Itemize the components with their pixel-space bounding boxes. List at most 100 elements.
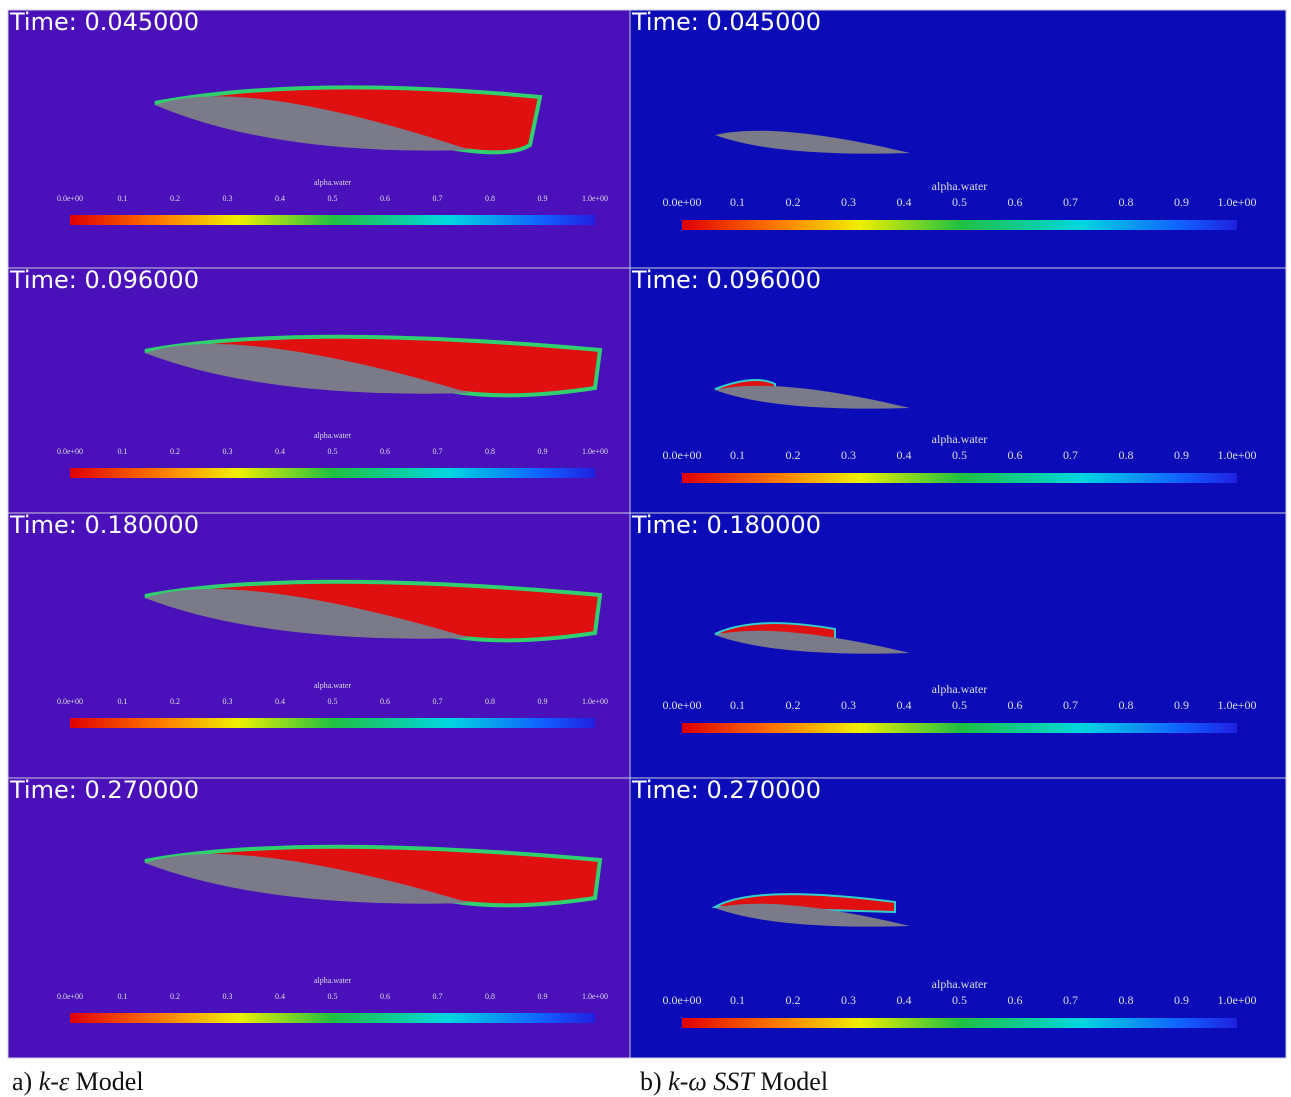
colorbar-title: alpha.water (932, 977, 988, 991)
colorbar-tick: 0.8 (1119, 448, 1134, 462)
colorbar-tick: 0.5 (952, 448, 967, 462)
colorbar-title: alpha.water (314, 178, 351, 187)
colorbar-tick: 0.6 (380, 194, 390, 203)
colorbar-tick: 1.0e+00 (582, 447, 608, 456)
colorbar (70, 718, 595, 728)
colorbar-tick: 0.0e+00 (662, 195, 701, 209)
colorbar-tick: 0.6 (1008, 993, 1023, 1007)
colorbar-tick: 0.2 (170, 194, 180, 203)
time-label: Time: 0.096000 (631, 266, 821, 294)
colorbar-tick: 0.3 (841, 195, 856, 209)
colorbar-tick: 0.5 (328, 992, 338, 1001)
figure: a) k-ε Model b) k-ω SST Model Time: 0.04… (0, 0, 1291, 1097)
caption-a: a) k-ε Model (12, 1067, 144, 1096)
colorbar-title: alpha.water (314, 976, 351, 985)
time-label: Time: 0.180000 (9, 511, 199, 539)
colorbar-tick: 0.9 (1174, 698, 1189, 712)
colorbar-tick: 0.7 (433, 697, 443, 706)
colorbar-tick: 0.4 (275, 447, 285, 456)
colorbar (70, 468, 595, 478)
colorbar-title: alpha.water (314, 431, 351, 440)
colorbar-tick: 0.1 (118, 447, 128, 456)
colorbar-tick: 0.2 (786, 698, 801, 712)
colorbar-tick: 0.5 (328, 697, 338, 706)
colorbar-tick: 0.9 (1174, 448, 1189, 462)
colorbar-tick: 0.2 (786, 993, 801, 1007)
time-label: Time: 0.045000 (631, 8, 821, 36)
colorbar-tick: 0.9 (1174, 993, 1189, 1007)
colorbar-tick: 0.5 (952, 195, 967, 209)
time-label: Time: 0.270000 (9, 776, 199, 804)
colorbar-tick: 0.6 (1008, 448, 1023, 462)
colorbar-tick: 0.7 (1063, 448, 1078, 462)
colorbar-tick: 0.6 (380, 992, 390, 1001)
colorbar-tick: 0.2 (170, 697, 180, 706)
caption-suffix: Model (76, 1067, 144, 1096)
colorbar-tick: 0.9 (538, 697, 548, 706)
colorbar-tick: 1.0e+00 (1217, 993, 1256, 1007)
time-label: Time: 0.096000 (9, 266, 199, 294)
colorbar-tick: 0.3 (841, 448, 856, 462)
colorbar-tick: 0.1 (730, 195, 745, 209)
caption-model: k-ε (39, 1067, 70, 1096)
colorbar (70, 1013, 595, 1023)
colorbar-tick: 0.0e+00 (662, 448, 701, 462)
colorbar-tick: 0.3 (223, 992, 233, 1001)
colorbar-tick: 0.4 (897, 195, 912, 209)
colorbar-tick: 0.0e+00 (57, 447, 83, 456)
colorbar-tick: 0.4 (897, 698, 912, 712)
time-label: Time: 0.270000 (631, 776, 821, 804)
colorbar-tick: 0.3 (223, 447, 233, 456)
colorbar-tick: 0.1 (730, 698, 745, 712)
colorbar-tick: 0.0e+00 (57, 697, 83, 706)
colorbar-tick: 0.3 (223, 194, 233, 203)
colorbar-tick: 0.1 (730, 993, 745, 1007)
colorbar-tick: 0.9 (538, 194, 548, 203)
colorbar-tick: 0.8 (1119, 195, 1134, 209)
colorbar (682, 220, 1237, 230)
time-label: Time: 0.045000 (9, 8, 199, 36)
colorbar-tick: 0.6 (1008, 698, 1023, 712)
time-label: Time: 0.180000 (631, 511, 821, 539)
colorbar-tick: 0.3 (223, 697, 233, 706)
colorbar-tick: 0.7 (433, 194, 443, 203)
colorbar-tick: 0.0e+00 (662, 698, 701, 712)
colorbar-tick: 0.5 (328, 447, 338, 456)
colorbar-tick: 0.8 (485, 194, 495, 203)
colorbar-tick: 0.1 (118, 992, 128, 1001)
colorbar-tick: 0.6 (380, 447, 390, 456)
colorbar-tick: 0.8 (485, 992, 495, 1001)
colorbar (70, 215, 595, 225)
colorbar-tick: 0.1 (730, 448, 745, 462)
colorbar-tick: 1.0e+00 (582, 992, 608, 1001)
caption-model: k-ω SST (668, 1067, 755, 1096)
colorbar-tick: 0.7 (1063, 195, 1078, 209)
colorbar-tick: 0.6 (1008, 195, 1023, 209)
colorbar-title: alpha.water (314, 681, 351, 690)
colorbar-tick: 1.0e+00 (582, 697, 608, 706)
colorbar-tick: 0.4 (897, 448, 912, 462)
colorbar-tick: 0.2 (786, 448, 801, 462)
colorbar-title: alpha.water (932, 179, 988, 193)
colorbar-tick: 1.0e+00 (1217, 698, 1256, 712)
colorbar-tick: 0.1 (118, 697, 128, 706)
caption-label: a) (12, 1067, 32, 1096)
panel (630, 778, 1286, 1058)
colorbar-tick: 0.7 (1063, 993, 1078, 1007)
colorbar-tick: 0.5 (328, 194, 338, 203)
colorbar-tick: 1.0e+00 (1217, 195, 1256, 209)
colorbar-tick: 0.6 (380, 697, 390, 706)
colorbar-tick: 0.3 (841, 698, 856, 712)
colorbar-tick: 0.2 (170, 447, 180, 456)
colorbar-tick: 0.8 (485, 447, 495, 456)
colorbar-tick: 0.9 (538, 447, 548, 456)
colorbar-tick: 0.4 (275, 992, 285, 1001)
caption-suffix: Model (760, 1067, 828, 1096)
colorbar-title: alpha.water (932, 682, 988, 696)
caption-b: b) k-ω SST Model (640, 1067, 828, 1096)
colorbar-tick: 0.4 (275, 194, 285, 203)
colorbar-tick: 0.5 (952, 698, 967, 712)
colorbar-tick: 0.7 (433, 992, 443, 1001)
colorbar-tick: 0.8 (1119, 698, 1134, 712)
colorbar-tick: 1.0e+00 (582, 194, 608, 203)
